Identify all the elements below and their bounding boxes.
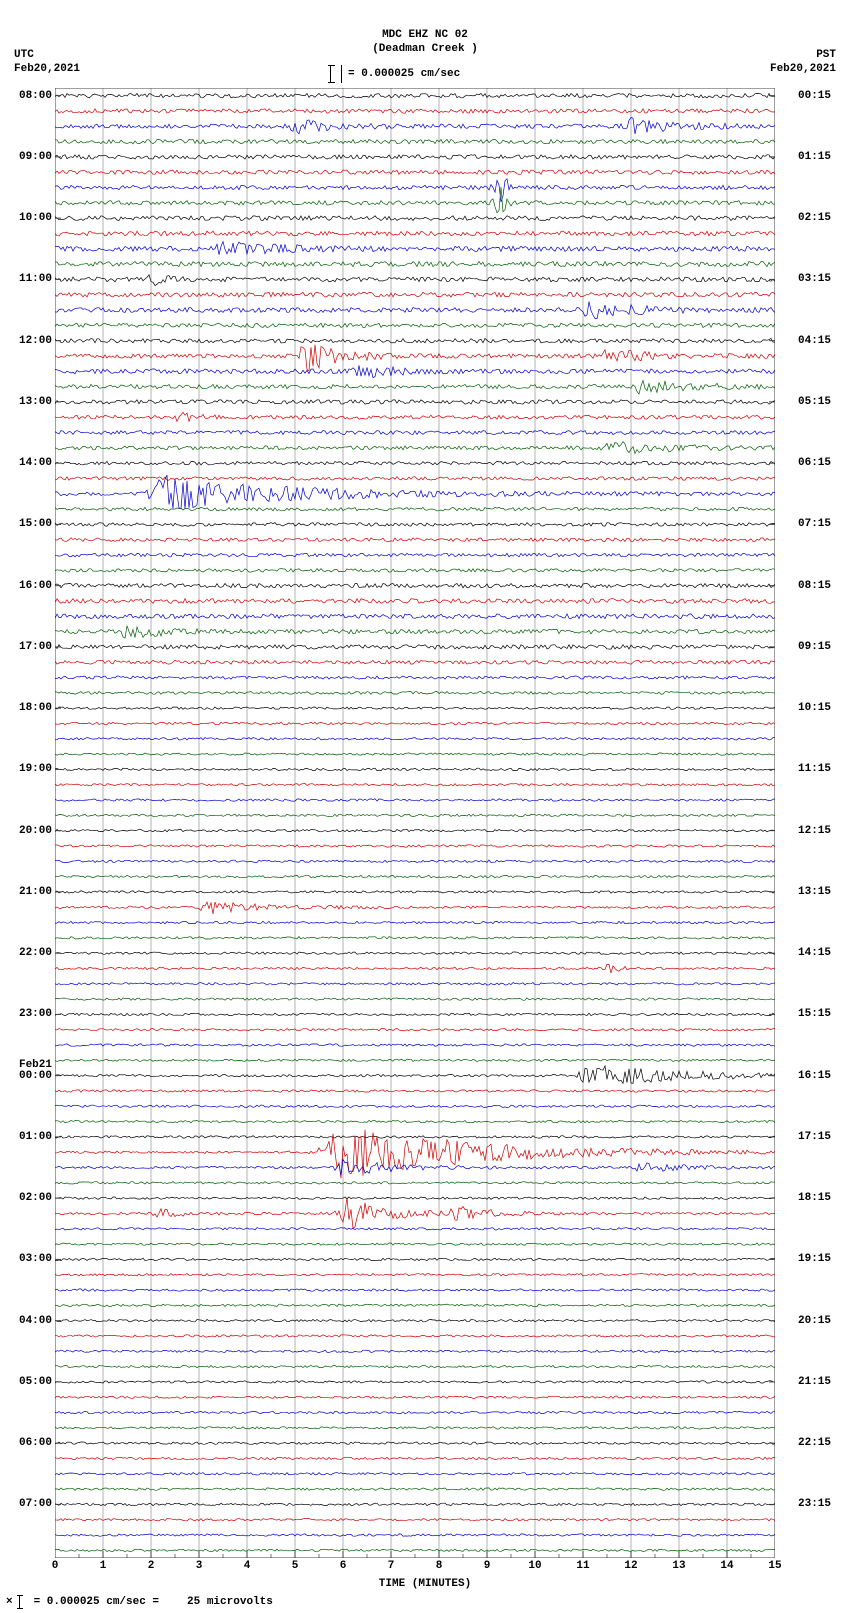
hour-label-left: 05:00	[19, 1376, 52, 1388]
x-tick-label: 7	[388, 1560, 395, 1572]
hour-label-left: 13:00	[19, 396, 52, 408]
hour-label-left: 06:00	[19, 1437, 52, 1449]
hour-label-right: 16:15	[798, 1070, 831, 1082]
tz-left-date: Feb20,2021	[14, 62, 80, 76]
y-axis-labels-left: 08:00 09:00 10:00 11:00 12:00 13:00 14:00 15:00…	[2, 88, 52, 1558]
hour-label-right: 05:15	[798, 396, 831, 408]
hour-label-left: 17:00	[19, 641, 52, 653]
x-tick-label: 13	[672, 1560, 685, 1572]
hour-label-left: 10:00	[19, 212, 52, 224]
hour-label-left: 12:00	[19, 335, 52, 347]
hour-label-left: 02:00	[19, 1192, 52, 1204]
hour-label-right: 10:15	[798, 702, 831, 714]
hour-label-right: 00:15	[798, 90, 831, 102]
hour-label-right: 09:15	[798, 641, 831, 653]
x-axis-title: TIME (MINUTES)	[0, 1578, 850, 1590]
x-tick-label: 1	[100, 1560, 107, 1572]
hour-label-left: 23:00	[19, 1008, 52, 1020]
helicorder-chart	[55, 88, 775, 1558]
footer-text-pre: = 0.000025 cm/sec =	[34, 1596, 159, 1608]
hour-label-right: 11:15	[798, 763, 831, 775]
hour-label-right: 12:15	[798, 825, 831, 837]
hour-label-left: 09:00	[19, 151, 52, 163]
footer-text-post: 25 microvolts	[187, 1596, 273, 1608]
chart-header: MDC EHZ NC 02 (Deadman Creek )	[0, 28, 850, 56]
hour-label-right: 23:15	[798, 1498, 831, 1510]
hour-label-left: 07:00	[19, 1498, 52, 1510]
tz-right-name: PST	[770, 48, 836, 62]
timezone-left: UTC Feb20,2021	[14, 48, 80, 76]
hour-label-right: 13:15	[798, 886, 831, 898]
x-tick-label: 2	[148, 1560, 155, 1572]
seismogram-page: MDC EHZ NC 02 (Deadman Creek ) = 0.00002…	[0, 0, 850, 1613]
x-tick-label: 11	[576, 1560, 589, 1572]
hour-label-right: 18:15	[798, 1192, 831, 1204]
x-tick-label: 15	[768, 1560, 781, 1572]
timezone-right: PST Feb20,2021	[770, 48, 836, 76]
hour-label-right: 03:15	[798, 273, 831, 285]
footer-tick-icon	[19, 1595, 28, 1609]
hour-label-right: 22:15	[798, 1437, 831, 1449]
hour-label-left: 04:00	[19, 1315, 52, 1327]
hour-label-left: 20:00	[19, 825, 52, 837]
hour-label-right: 14:15	[798, 947, 831, 959]
tz-left-name: UTC	[14, 48, 80, 62]
x-tick-label: 6	[340, 1560, 347, 1572]
x-tick-label: 12	[624, 1560, 637, 1572]
hour-label-left: 15:00	[19, 518, 52, 530]
hour-label-left: 00:00	[19, 1070, 52, 1082]
x-tick-label: 5	[292, 1560, 299, 1572]
hour-label-right: 01:15	[798, 151, 831, 163]
x-tick-label: 0	[52, 1560, 59, 1572]
x-tick-label: 9	[484, 1560, 491, 1572]
hour-label-right: 15:15	[798, 1008, 831, 1020]
hour-label-right: 07:15	[798, 518, 831, 530]
hour-label-right: 17:15	[798, 1131, 831, 1143]
hour-label-left: 19:00	[19, 763, 52, 775]
station-name: (Deadman Creek )	[0, 42, 850, 56]
hour-label-right: 02:15	[798, 212, 831, 224]
hour-label-left: 01:00	[19, 1131, 52, 1143]
hour-label-left: 18:00	[19, 702, 52, 714]
amplitude-scalebar: = 0.000025 cm/sec	[330, 65, 460, 83]
footer-prefix-symbol: ×	[6, 1596, 13, 1608]
footer-scale: × = 0.000025 cm/sec = 25 microvolts	[6, 1595, 273, 1609]
hour-label-right: 08:15	[798, 580, 831, 592]
x-tick-label: 3	[196, 1560, 203, 1572]
hour-label-left: 21:00	[19, 886, 52, 898]
hour-label-left: 22:00	[19, 947, 52, 959]
hour-label-left: 03:00	[19, 1253, 52, 1265]
hour-label-left: 14:00	[19, 457, 52, 469]
hour-label-right: 04:15	[798, 335, 831, 347]
hour-label-left: 16:00	[19, 580, 52, 592]
hour-label-left: 11:00	[19, 273, 52, 285]
x-tick-label: 4	[244, 1560, 251, 1572]
hour-label-right: 20:15	[798, 1315, 831, 1327]
hour-label-left: 08:00	[19, 90, 52, 102]
x-tick-label: 8	[436, 1560, 443, 1572]
hour-label-right: 21:15	[798, 1376, 831, 1388]
hour-label-right: 19:15	[798, 1253, 831, 1265]
x-tick-label: 14	[720, 1560, 733, 1572]
y-axis-labels-right: 00:15 01:15 02:15 03:15 04:15 05:15 06:15 07:15…	[798, 88, 848, 1558]
scalebar-tick-icon	[330, 65, 342, 83]
station-id: MDC EHZ NC 02	[0, 28, 850, 42]
x-tick-label: 10	[528, 1560, 541, 1572]
tz-right-date: Feb20,2021	[770, 62, 836, 76]
scalebar-text: = 0.000025 cm/sec	[348, 68, 460, 80]
hour-label-right: 06:15	[798, 457, 831, 469]
